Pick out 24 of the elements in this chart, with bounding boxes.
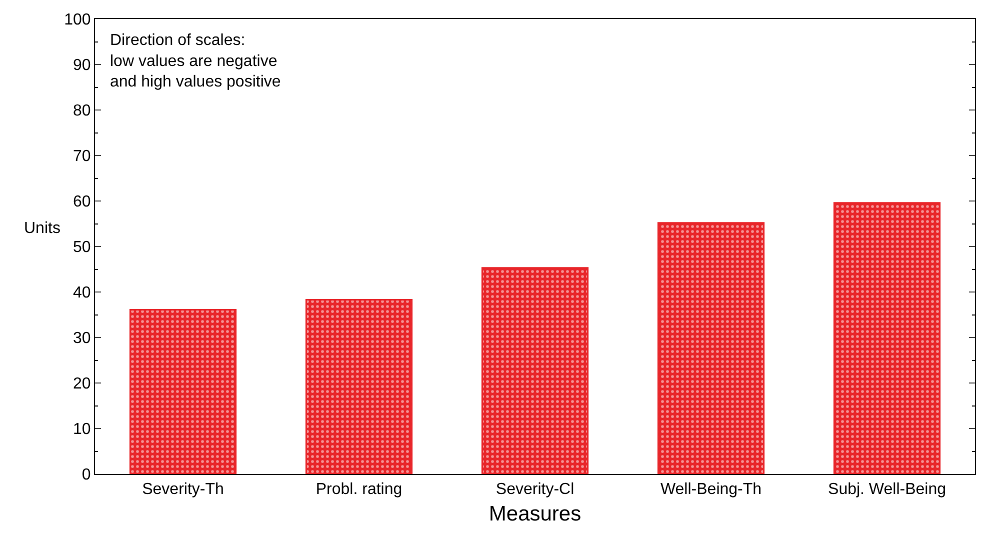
- y-tick-label: 70: [73, 148, 91, 166]
- x-tick-label: Severity-Th: [142, 481, 224, 498]
- y-tick-label: 80: [73, 102, 91, 120]
- y-tick-label: 50: [73, 239, 91, 256]
- y-tick-label: 40: [73, 284, 91, 302]
- bar: [833, 202, 941, 474]
- y-tick-label: 10: [73, 421, 91, 438]
- bar: [129, 309, 237, 474]
- y-axis-title: Units: [24, 220, 60, 237]
- y-tick-label: 60: [73, 194, 91, 211]
- bar: [657, 222, 765, 474]
- x-tick-label: Subj. Well-Being: [828, 481, 946, 498]
- bar: [481, 267, 589, 474]
- y-tick-label: 100: [64, 12, 91, 29]
- y-tick-label: 20: [73, 376, 91, 393]
- y-tick-label: 0: [82, 466, 91, 484]
- bar: [305, 298, 413, 474]
- annotation: Direction of scales: low values are negative and high values positive: [110, 32, 281, 91]
- y-tick-label: 30: [73, 330, 91, 348]
- x-tick-label: Well-Being-Th: [660, 481, 762, 498]
- x-tick-label: Probl. rating: [316, 481, 402, 498]
- y-tick-label: 90: [73, 57, 91, 74]
- x-tick-label: Severity-Cl: [496, 481, 574, 498]
- x-axis-title: Measures: [488, 502, 582, 526]
